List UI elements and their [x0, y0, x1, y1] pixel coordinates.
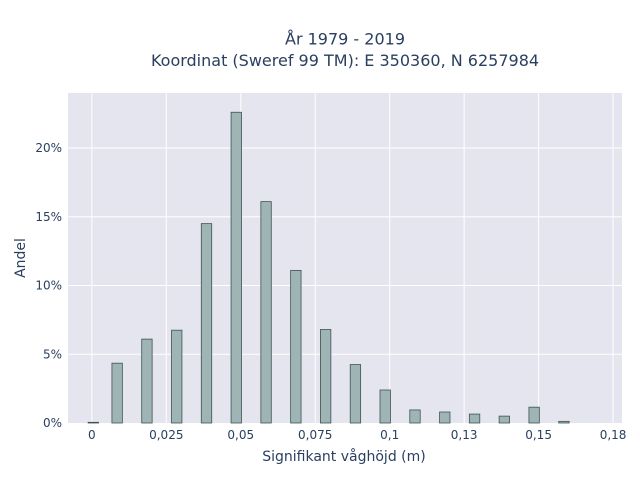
x-tick-label: 0	[88, 428, 96, 442]
x-tick-label: 0,18	[600, 428, 627, 442]
histogram-bar	[320, 329, 332, 424]
x-tick-label: 0,05	[227, 428, 254, 442]
x-tick-label: 0,025	[149, 428, 183, 442]
y-tick-label: 0%	[43, 416, 62, 430]
histogram-bar	[558, 420, 570, 424]
histogram-bar	[528, 406, 540, 424]
tick-labels: 0 0,025 0,05 0,075 0,1 0,13 0,15 0,18 0% 5% 10% 15%…	[35, 141, 626, 442]
histogram-bar	[409, 409, 421, 424]
x-tick-label: 0,13	[451, 428, 478, 442]
histogram-bar	[439, 411, 451, 424]
gridlines	[68, 93, 622, 423]
y-tick-label: 10%	[35, 279, 62, 293]
y-axis-title: Andel	[13, 238, 29, 278]
histogram-bar	[260, 201, 272, 424]
histogram-bar	[111, 362, 123, 424]
histogram-bar	[290, 269, 302, 424]
histogram-bar	[141, 338, 153, 424]
histogram-bar	[200, 223, 213, 424]
chart-title-line-2: Koordinat (Sweref 99 TM): E 350360, N 62…	[151, 51, 539, 70]
bars	[87, 111, 570, 424]
histogram-bar	[468, 413, 481, 424]
chart-title-line-1: År 1979 - 2019	[285, 30, 405, 49]
histogram-bar	[498, 415, 510, 424]
histogram-bar	[230, 111, 242, 424]
histogram-bar	[349, 364, 362, 424]
x-tick-label: 0,075	[298, 428, 332, 442]
x-axis-title: Signifikant våghöjd (m)	[262, 448, 425, 465]
histogram-bar	[87, 421, 99, 424]
y-tick-label: 5%	[43, 347, 62, 361]
x-tick-label: 0,1	[380, 428, 399, 442]
histogram-bar	[379, 389, 391, 424]
y-tick-label: 20%	[35, 141, 62, 155]
y-tick-label: 15%	[35, 210, 62, 224]
histogram-bar	[171, 329, 183, 424]
x-tick-label: 0,15	[525, 428, 552, 442]
